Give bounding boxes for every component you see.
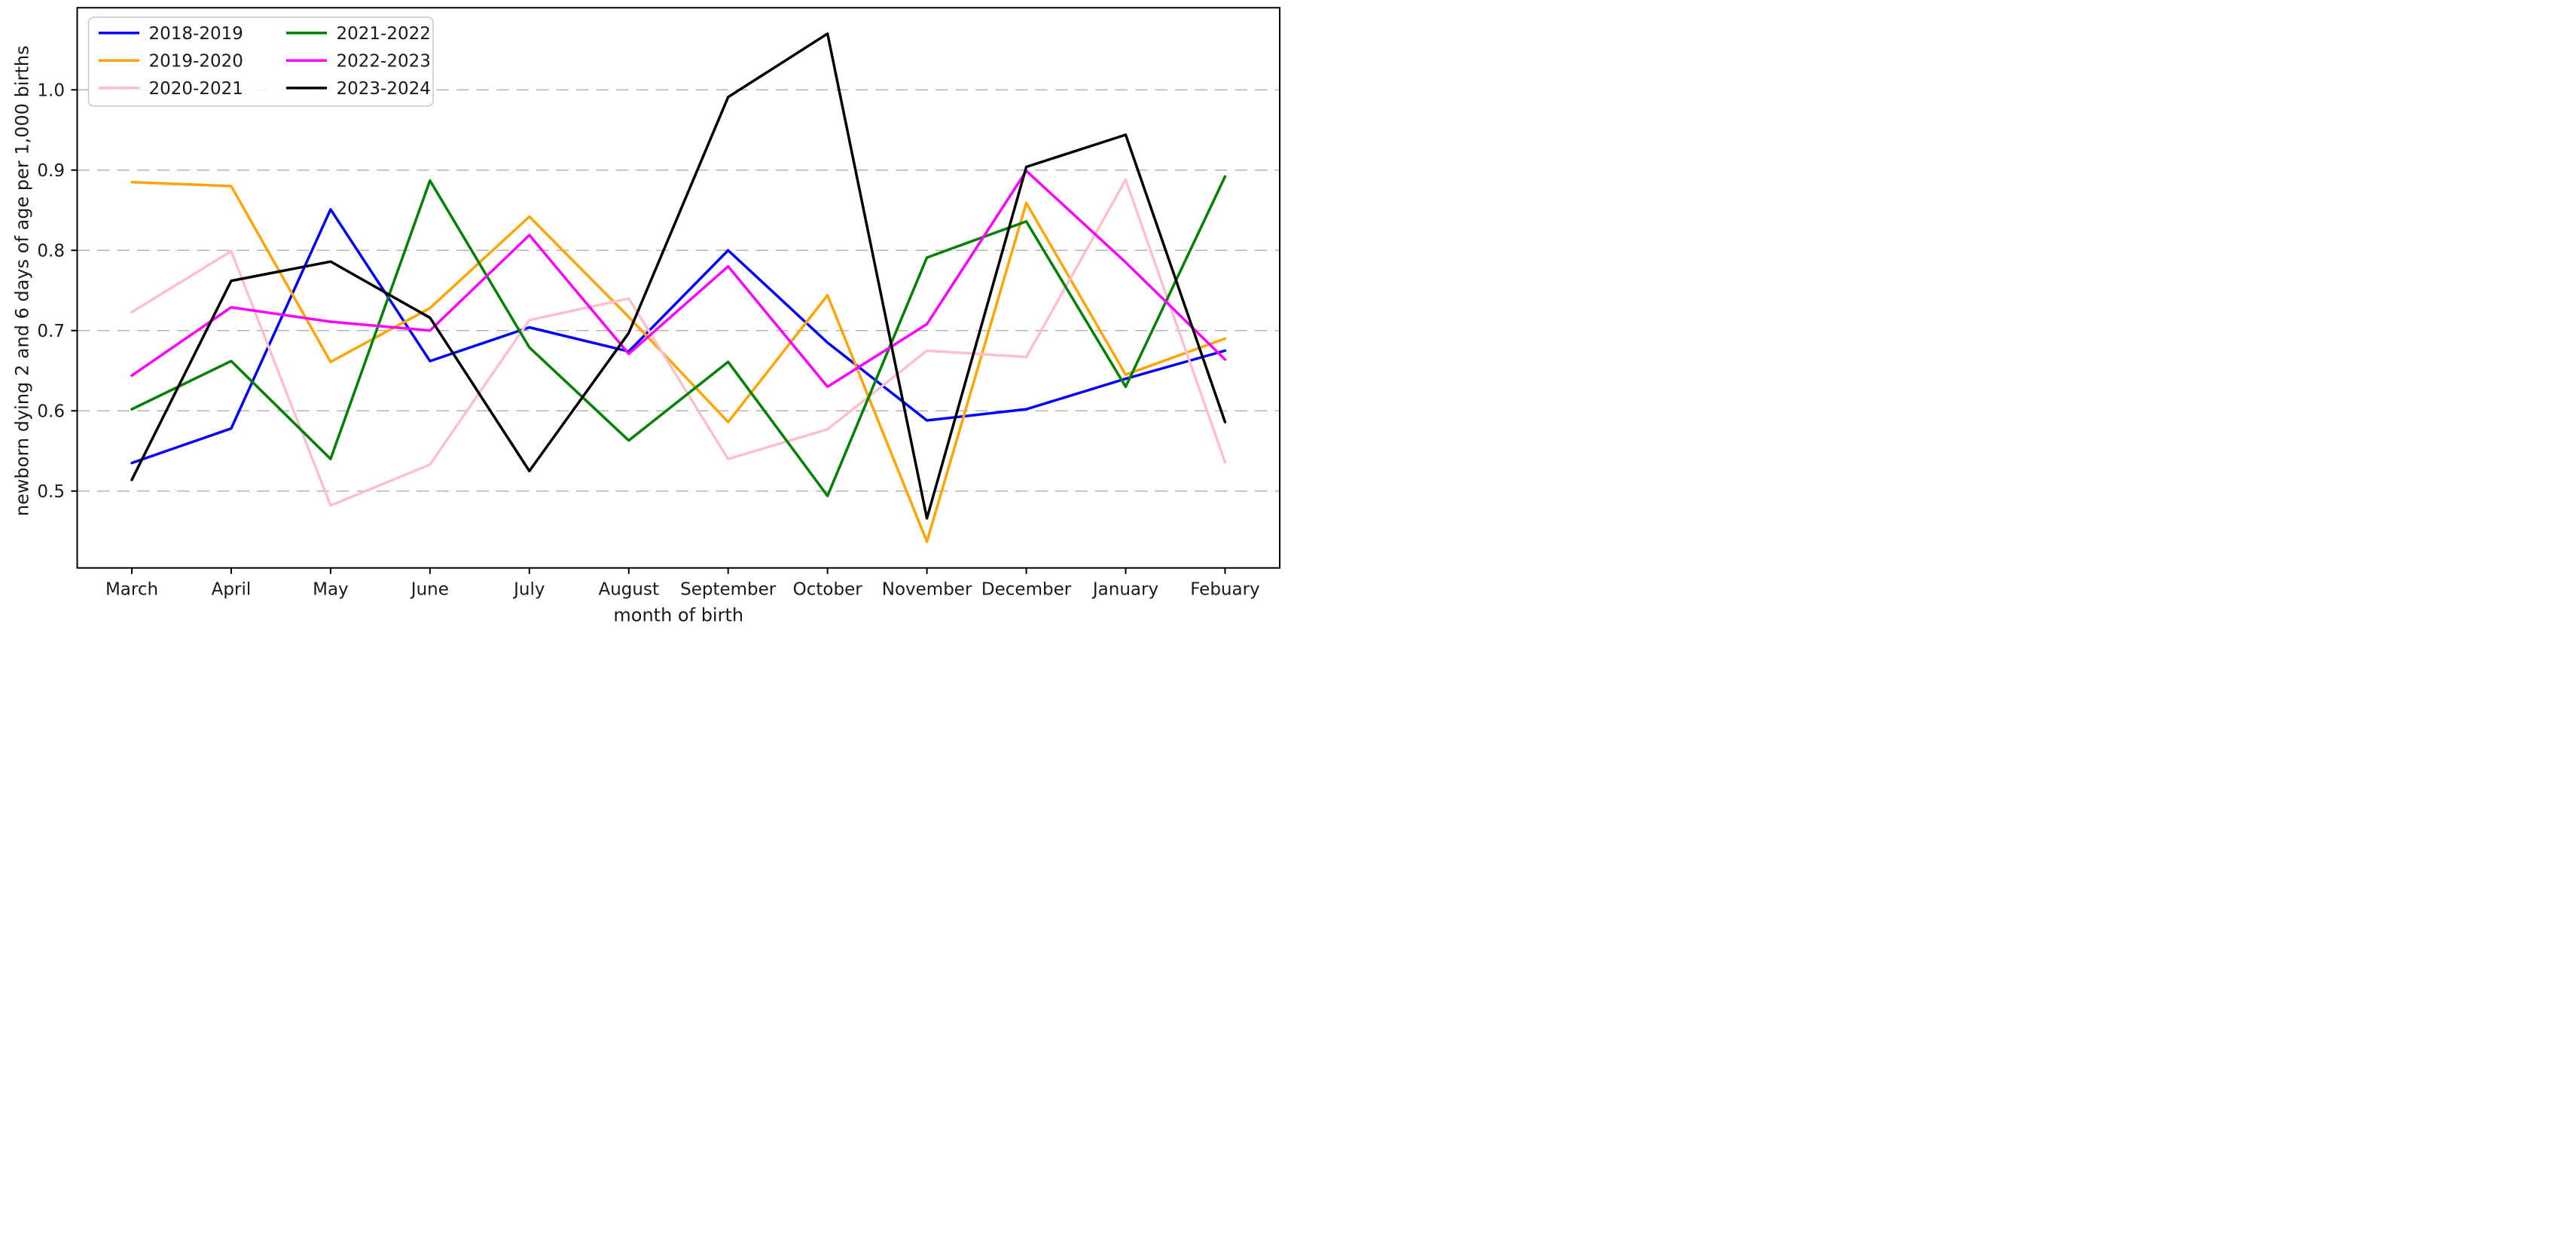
- legend-label-2020-2021: 2020-2021: [149, 79, 243, 99]
- series-line-2023-2024: [130, 32, 1227, 520]
- newborn-mortality-by-birth-month-chart: 0.5 0.6 0.7 0.8 0.9 1.0 March April May June July A…: [12, 7, 1280, 625]
- legend-label-2021-2022: 2021-2022: [337, 24, 431, 44]
- legend: 2018-2019 2019-2020 2020-2021 2021-2022 2022…: [87, 17, 434, 107]
- x-tick-label: January: [1091, 579, 1158, 599]
- x-tick-label: Febuary: [1190, 579, 1259, 599]
- y-tick-label: 0.6: [37, 402, 65, 421]
- x-tick-label: March: [105, 579, 158, 599]
- y-axis: 0.5 0.6 0.7 0.8 0.9 1.0: [37, 81, 78, 502]
- y-tick-label: 0.9: [37, 161, 65, 181]
- legend-label-2018-2019: 2018-2019: [149, 24, 243, 44]
- x-tick-label: September: [680, 579, 777, 599]
- y-tick-label: 1.0: [37, 81, 65, 100]
- series-line-2022-2023: [130, 170, 1227, 389]
- series-line-2020-2021: [130, 178, 1227, 507]
- x-tick-label: August: [599, 579, 660, 599]
- x-tick-label: June: [410, 579, 449, 599]
- x-axis: March April May June July August September Octo…: [105, 567, 1260, 599]
- y-axis-title: newborn dying 2 and 6 days of age per 1,…: [12, 45, 33, 516]
- x-tick-label: December: [981, 579, 1072, 599]
- legend-label-2022-2023: 2022-2023: [337, 51, 431, 71]
- y-tick-label: 0.5: [37, 482, 65, 502]
- line-chart-figure: 0.5 0.6 0.7 0.8 0.9 1.0 March April May June July A…: [0, 0, 1288, 628]
- x-tick-label: July: [512, 579, 545, 599]
- y-tick-label: 0.7: [37, 322, 65, 341]
- series-line-2018-2019: [130, 208, 1227, 465]
- x-tick-label: April: [212, 579, 252, 599]
- gridlines: [77, 89, 1280, 492]
- y-tick-label: 0.8: [37, 241, 65, 261]
- series-line-2019-2020: [130, 180, 1227, 543]
- series-line-2021-2022: [130, 175, 1227, 497]
- x-tick-label: November: [882, 579, 972, 599]
- legend-label-2023-2024: 2023-2024: [337, 79, 431, 99]
- x-tick-label: October: [793, 579, 863, 599]
- series-lines: [130, 32, 1227, 543]
- legend-label-2019-2020: 2019-2020: [149, 51, 243, 71]
- x-axis-title: month of birth: [613, 604, 743, 625]
- plot-border: [76, 7, 1280, 569]
- x-tick-label: May: [313, 579, 349, 599]
- legend-box: [87, 17, 434, 107]
